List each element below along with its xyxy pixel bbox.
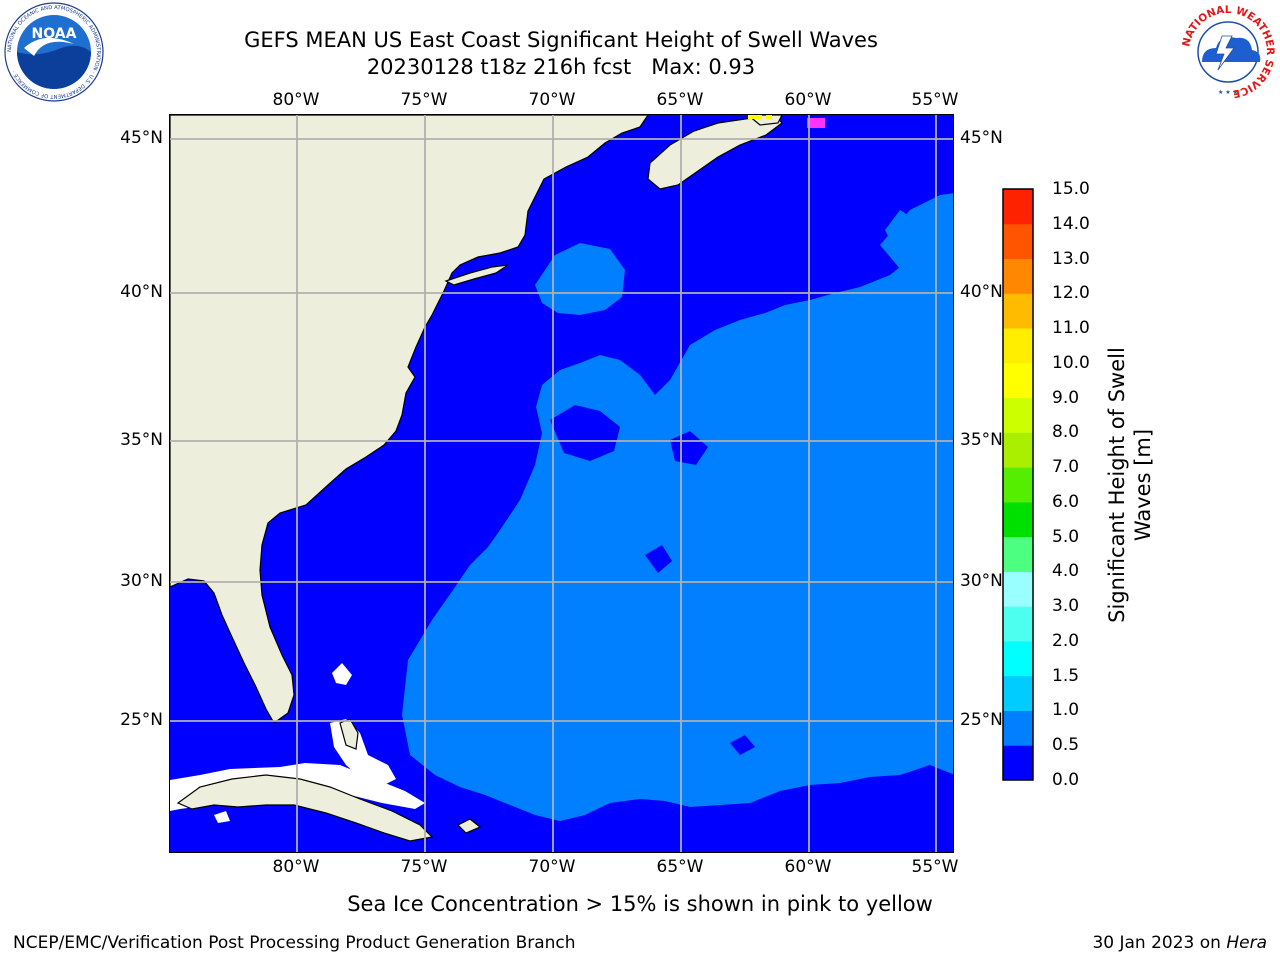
lon-label-top: 70°W	[528, 90, 576, 110]
chart-subtitle: 20230128 t18z 216h fcst Max: 0.93	[366, 55, 756, 79]
map-canvas	[170, 115, 953, 852]
map-panel	[169, 114, 954, 853]
colorbar-tick-label: 10.0	[1052, 352, 1090, 373]
ocean-mid-swell-patch	[885, 210, 915, 250]
lat-label-left: 40°N	[120, 282, 163, 302]
land-long-island	[444, 264, 509, 286]
colorbar-tick-label: 15.0	[1052, 179, 1090, 199]
colorbar-tick-label: 4.0	[1052, 561, 1080, 582]
lat-label-right: 25°N	[960, 710, 1003, 730]
colorbar-tick-label: 14.0	[1052, 213, 1090, 234]
colorbar-tick-label: 1.5	[1052, 665, 1080, 686]
colorbar-tick-label: 9.0	[1052, 387, 1080, 408]
colorbar-cell	[1003, 640, 1033, 677]
colorbar-cell	[1003, 397, 1033, 433]
colorbar-cell	[1003, 675, 1033, 711]
lon-label-top: 75°W	[400, 90, 448, 110]
ocean-low-swell-pocket	[472, 467, 522, 513]
colorbar-tick-label: 12.0	[1052, 283, 1090, 304]
colorbar-label: Significant Height of Swell Waves [m]	[1105, 347, 1155, 623]
colorbar-tick-label: 2.0	[1052, 630, 1080, 651]
map-grid	[170, 115, 953, 852]
colorbar-tick-label: 7.0	[1052, 457, 1080, 478]
lat-label-right: 35°N	[960, 430, 1003, 450]
colorbar-tick-label: 6.0	[1052, 491, 1080, 512]
lon-label-bottom: 70°W	[528, 857, 576, 877]
lon-label-bottom: 75°W	[400, 857, 448, 877]
colorbar-tick-label: 11.0	[1052, 318, 1090, 339]
lat-label-right: 45°N	[960, 128, 1003, 148]
colorbar-cell	[1003, 606, 1033, 642]
lon-label-bottom: 80°W	[272, 857, 320, 877]
colorbar	[1002, 188, 1034, 781]
lon-label-bottom: 60°W	[784, 857, 832, 877]
ocean-low-swell-pocket	[550, 405, 620, 461]
ocean-mid-swell	[402, 233, 953, 821]
colorbar-tick-label: 5.0	[1052, 526, 1080, 547]
colorbar-cell	[1003, 362, 1033, 399]
colorbar-cell	[1003, 328, 1033, 364]
land-hispaniola	[456, 818, 482, 834]
lat-label-left: 45°N	[120, 128, 163, 148]
lon-label-top: 65°W	[656, 90, 704, 110]
noaa-logo: NATIONAL OCEANIC AND ATMOSPHERIC ADMINIS…	[4, 2, 104, 102]
ocean-mid-swell-patch	[535, 243, 625, 315]
nws-logo: NATIONAL WEATHER SERVICE ★ ★ ★	[1180, 4, 1276, 100]
ocean-low-swell-pocket	[645, 545, 672, 573]
credit-text: NCEP/EMC/Verification Post Processing Pr…	[13, 933, 576, 953]
colorbar-cell	[1003, 536, 1033, 572]
colorbar-cell	[1003, 189, 1033, 225]
lat-label-left: 35°N	[120, 430, 163, 450]
sea-ice-pixel	[807, 118, 825, 128]
colorbar-tick-label: 1.0	[1052, 700, 1080, 721]
colorbar-cell	[1003, 293, 1033, 329]
ocean-low-swell-pocket	[670, 431, 708, 465]
colorbar-cell	[1003, 467, 1033, 503]
sea-ice-pixel	[748, 115, 762, 119]
lon-label-bottom: 55°W	[911, 857, 959, 877]
colorbar-cell	[1003, 571, 1033, 607]
land-us-east-coast	[170, 115, 649, 724]
run-date-text: 30 Jan 2023 on	[1092, 933, 1227, 953]
colorbar-cell	[1003, 432, 1033, 468]
ocean-low-swell-pocket	[612, 203, 658, 243]
run-date: 30 Jan 2023 on Hera	[1092, 933, 1267, 953]
colorbar-tick-label: 0.0	[1052, 770, 1080, 790]
masked-area-bahamas	[332, 663, 352, 685]
ocean-mid-swell-patch	[880, 193, 953, 290]
land-andros	[339, 718, 359, 750]
ocean-low-swell-pocket	[730, 735, 755, 755]
sea-ice-note: Sea Ice Concentration > 15% is shown in …	[347, 892, 933, 916]
lon-label-top: 80°W	[272, 90, 320, 110]
lat-label-right: 30°N	[960, 571, 1003, 591]
lon-label-top: 55°W	[911, 90, 959, 110]
land-cuba	[176, 774, 434, 842]
colorbar-tick-label: 13.0	[1052, 248, 1090, 269]
sea-ice-pixel	[766, 115, 772, 119]
run-host: Hera	[1226, 933, 1267, 953]
svg-text:★ ★ ★: ★ ★ ★	[1218, 89, 1238, 96]
lon-label-bottom: 65°W	[656, 857, 704, 877]
lon-label-top: 60°W	[784, 90, 832, 110]
lat-label-left: 30°N	[120, 571, 163, 591]
chart-title: GEFS MEAN US East Coast Significant Heig…	[244, 28, 878, 52]
noaa-logo-text: NOAA	[32, 26, 77, 42]
colorbar-cell	[1003, 501, 1033, 538]
lat-label-left: 25°N	[120, 710, 163, 730]
masked-area-key	[214, 811, 230, 823]
colorbar-cell	[1003, 710, 1033, 746]
colorbar-tick-label: 3.0	[1052, 596, 1080, 617]
colorbar-cell	[1003, 223, 1033, 260]
colorbar-cell	[1003, 745, 1033, 781]
lat-label-right: 40°N	[960, 282, 1003, 302]
colorbar-tick-label: 0.5	[1052, 735, 1080, 756]
colorbar-tick-label: 8.0	[1052, 422, 1080, 443]
colorbar-cell	[1003, 258, 1033, 294]
